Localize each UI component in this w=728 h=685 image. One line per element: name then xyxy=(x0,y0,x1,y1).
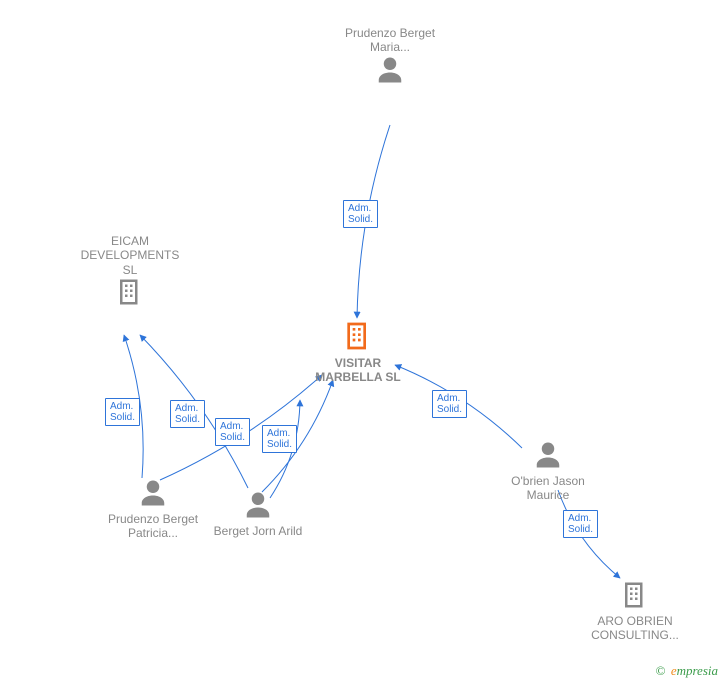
building-icon xyxy=(342,320,374,352)
edge-label: Adm.Solid. xyxy=(262,425,297,453)
node-berget-jorn[interactable]: Berget Jorn Arild xyxy=(208,490,308,538)
footer-brand: © empresia xyxy=(656,663,718,679)
node-eicam[interactable]: EICAM DEVELOPMENTS SL xyxy=(75,234,185,311)
node-prudenzo-patricia[interactable]: Prudenzo Berget Patricia... xyxy=(98,478,208,541)
node-label: EICAM DEVELOPMENTS SL xyxy=(75,234,185,277)
edge-label: Adm.Solid. xyxy=(215,418,250,446)
person-icon xyxy=(533,440,563,470)
copyright-symbol: © xyxy=(656,663,666,678)
node-label: VISITAR MARBELLA SL xyxy=(303,356,413,385)
building-icon xyxy=(115,277,145,307)
node-visitar-marbella[interactable]: VISITAR MARBELLA SL xyxy=(303,320,413,385)
node-label: ARO OBRIEN CONSULTING... xyxy=(575,614,695,643)
node-aro-obrien[interactable]: ARO OBRIEN CONSULTING... xyxy=(575,580,695,643)
edge-label: Adm.Solid. xyxy=(105,398,140,426)
node-prudenzo-maria[interactable]: Prudenzo Berget Maria... xyxy=(330,26,450,89)
edge-label: Adm.Solid. xyxy=(563,510,598,538)
node-obrien-jason[interactable]: O'brien Jason Maurice xyxy=(498,440,598,503)
node-label: Prudenzo Berget Maria... xyxy=(330,26,450,55)
edge-label: Adm.Solid. xyxy=(170,400,205,428)
edge-label: Adm.Solid. xyxy=(343,200,378,228)
node-label: O'brien Jason Maurice xyxy=(498,474,598,503)
brand-rest: mpresia xyxy=(677,663,718,678)
node-label: Berget Jorn Arild xyxy=(208,524,308,538)
person-icon xyxy=(138,478,168,508)
node-label: Prudenzo Berget Patricia... xyxy=(98,512,208,541)
edge-label: Adm.Solid. xyxy=(432,390,467,418)
person-icon xyxy=(375,55,405,85)
building-icon xyxy=(620,580,650,610)
person-icon xyxy=(243,490,273,520)
